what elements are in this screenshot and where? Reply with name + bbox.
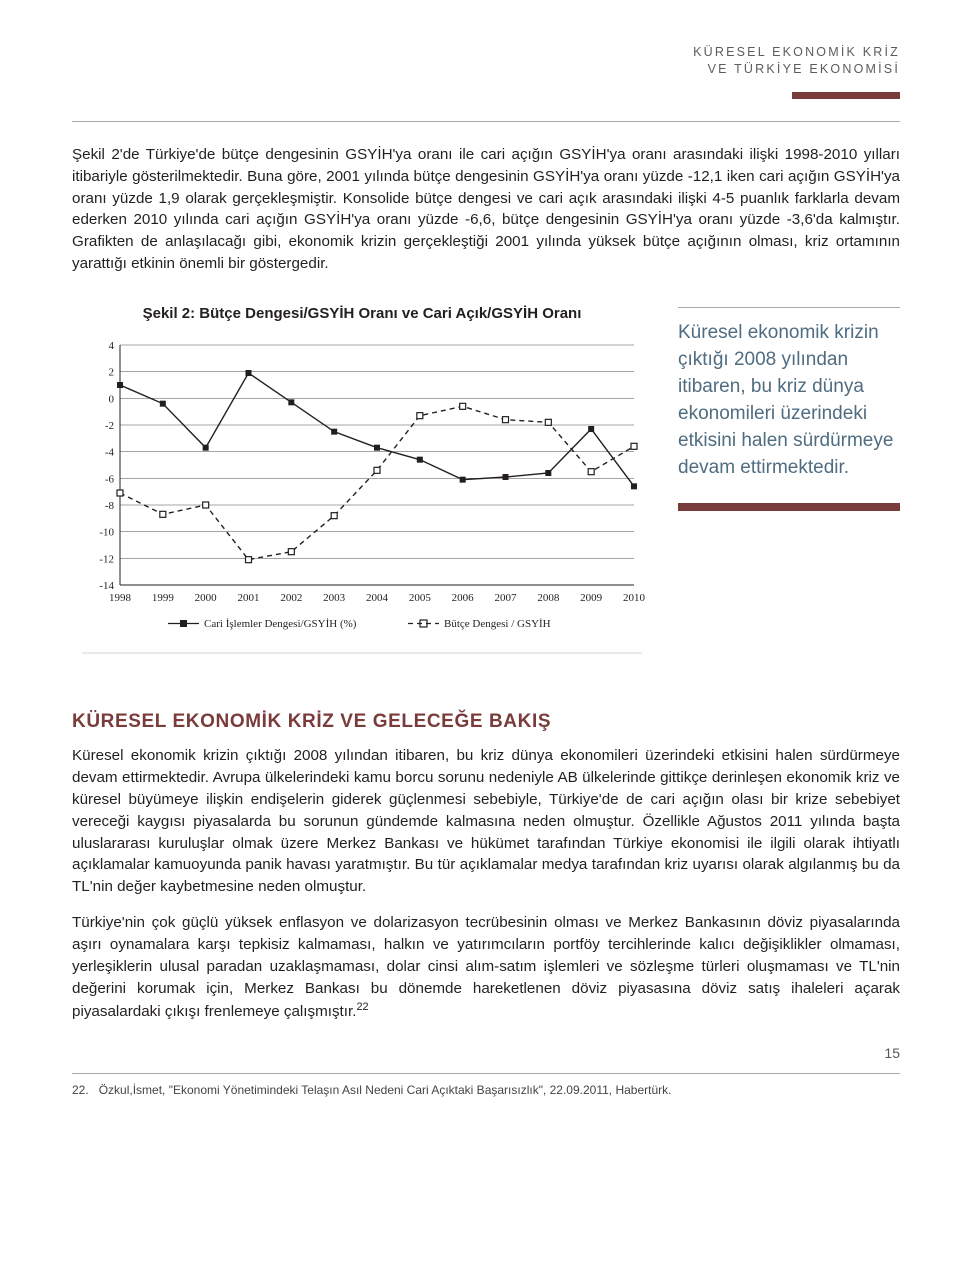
svg-text:2009: 2009 — [580, 592, 603, 604]
svg-text:-6: -6 — [105, 473, 115, 485]
section-heading: KÜRESEL EKONOMİK KRİZ VE GELECEĞE BAKIŞ — [72, 708, 900, 735]
svg-text:-10: -10 — [99, 526, 114, 538]
chart-title: Şekil 2: Bütçe Dengesi/GSYİH Oranı ve Ca… — [72, 303, 652, 325]
svg-text:Bütçe Dengesi / GSYİH: Bütçe Dengesi / GSYİH — [444, 618, 551, 630]
page-number: 15 — [72, 1043, 900, 1063]
svg-text:2003: 2003 — [323, 592, 346, 604]
intro-paragraph: Şekil 2'de Türkiye'de bütçe dengesinin G… — [72, 144, 900, 275]
svg-text:2005: 2005 — [409, 592, 432, 604]
svg-text:-8: -8 — [105, 500, 115, 512]
svg-text:0: 0 — [109, 393, 115, 405]
running-header-line1: KÜRESEL EKONOMİK KRİZ — [72, 44, 900, 61]
pullquote-column: Küresel ekonomik krizin çıktığı 2008 yıl… — [678, 303, 900, 663]
section2-para2: Türkiye'nin çok güçlü yüksek enflasyon v… — [72, 912, 900, 1023]
svg-text:1999: 1999 — [152, 592, 175, 604]
running-header: KÜRESEL EKONOMİK KRİZ VE TÜRKİYE EKONOMİ… — [72, 44, 900, 78]
svg-text:-4: -4 — [105, 446, 115, 458]
svg-text:4: 4 — [109, 340, 115, 352]
footnote-ref: 22 — [356, 1001, 368, 1013]
svg-text:-14: -14 — [99, 580, 114, 592]
svg-text:1998: 1998 — [109, 592, 132, 604]
footnote: 22. Özkul,İsmet, "Ekonomi Yönetimindeki … — [72, 1082, 900, 1099]
footnote-text: Özkul,İsmet, "Ekonomi Yönetimindeki Tela… — [99, 1083, 672, 1097]
svg-text:2008: 2008 — [537, 592, 560, 604]
section2-para1: Küresel ekonomik krizin çıktığı 2008 yıl… — [72, 745, 900, 898]
section2-para2-text: Türkiye'nin çok güçlü yüksek enflasyon v… — [72, 914, 900, 1020]
svg-text:2006: 2006 — [452, 592, 475, 604]
svg-text:2002: 2002 — [280, 592, 302, 604]
svg-text:2010: 2010 — [623, 592, 646, 604]
top-horizontal-rule — [72, 121, 900, 122]
chart-column: Şekil 2: Bütçe Dengesi/GSYİH Oranı ve Ca… — [72, 303, 652, 663]
pullquote-accent-bar — [678, 503, 900, 511]
svg-text:2004: 2004 — [366, 592, 389, 604]
header-accent-bar — [792, 84, 900, 91]
svg-text:2001: 2001 — [238, 592, 260, 604]
running-header-line2: VE TÜRKİYE EKONOMİSİ — [72, 61, 900, 78]
svg-text:2: 2 — [109, 366, 115, 378]
svg-text:2007: 2007 — [495, 592, 518, 604]
svg-text:Cari İşlemler Dengesi/GSYİH (%: Cari İşlemler Dengesi/GSYİH (%) — [204, 618, 357, 630]
pullquote-top-rule — [678, 307, 900, 308]
svg-text:-12: -12 — [99, 553, 114, 565]
svg-text:2000: 2000 — [195, 592, 218, 604]
figure-row: Şekil 2: Bütçe Dengesi/GSYİH Oranı ve Ca… — [72, 303, 900, 663]
footnote-marker: 22. — [72, 1083, 89, 1097]
line-chart: 4 2 0 -2 -4 -6 -8 -10 -12 -141998 1999 2000 2001 2002… — [72, 339, 652, 657]
pullquote-text: Küresel ekonomik krizin çıktığı 2008 yıl… — [678, 320, 900, 482]
footnote-rule — [72, 1073, 900, 1074]
svg-text:-2: -2 — [105, 420, 114, 432]
